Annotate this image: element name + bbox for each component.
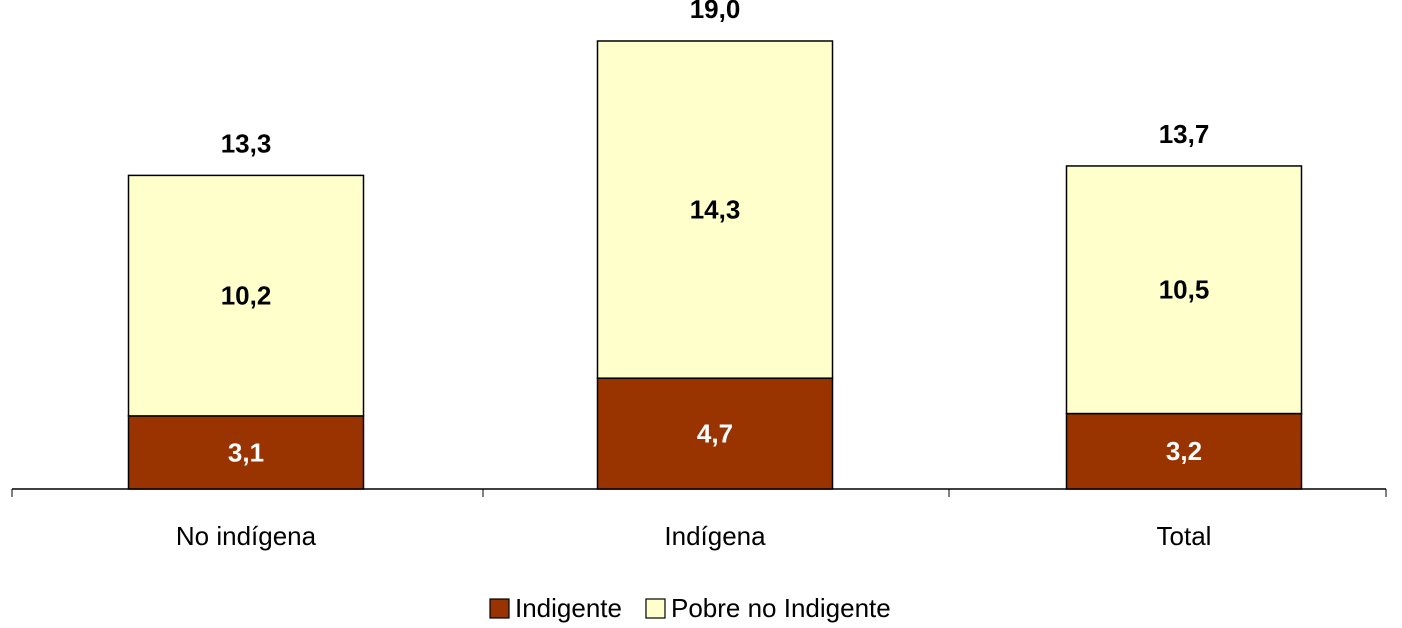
value-label: 10,2 (221, 281, 272, 311)
bar-segment (127, 174, 365, 417)
bar-segment (596, 40, 834, 379)
total-label: 19,0 (690, 0, 741, 24)
x-tick-label: Total (1157, 521, 1212, 551)
x-tick-label: Indígena (664, 521, 766, 551)
legend-label: Pobre no Indigente (671, 593, 891, 623)
x-tick-label: No indígena (176, 521, 317, 551)
legend-swatch (489, 598, 510, 619)
bar-segment (1065, 165, 1303, 415)
total-label: 13,3 (221, 128, 272, 158)
value-label: 3,1 (228, 437, 264, 467)
value-label: 3,2 (1166, 436, 1202, 466)
legend-label: Indigente (515, 593, 622, 623)
value-label: 10,5 (1159, 275, 1210, 305)
bar-segment (127, 415, 365, 490)
value-label: 14,3 (690, 194, 741, 224)
legend-swatch (645, 598, 666, 619)
value-label: 4,7 (697, 418, 733, 448)
total-label: 13,7 (1159, 119, 1210, 149)
